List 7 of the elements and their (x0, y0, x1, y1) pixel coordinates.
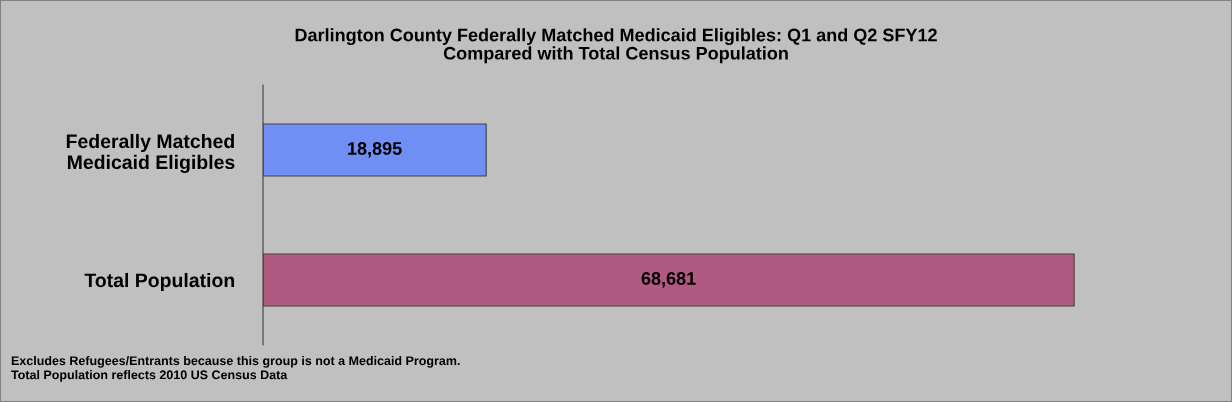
data-label: 68,681 (641, 272, 696, 288)
y-tick-label: Federally Matched Medicaid Eligibles (66, 133, 235, 174)
chart-title: Darlington County Federally Matched Medicaid Eligibles: Q1 and Q2 SFY12 Compared with Total Census Population (295, 28, 937, 64)
text: Total Population reflects 2010 US Census Data (11, 370, 288, 382)
data-label: 18,895 (348, 142, 402, 158)
y-tick-label: Total Population (84, 272, 235, 292)
text: Excludes Refugees/Entrants because this group is not a Medicaid Program. (11, 355, 460, 368)
